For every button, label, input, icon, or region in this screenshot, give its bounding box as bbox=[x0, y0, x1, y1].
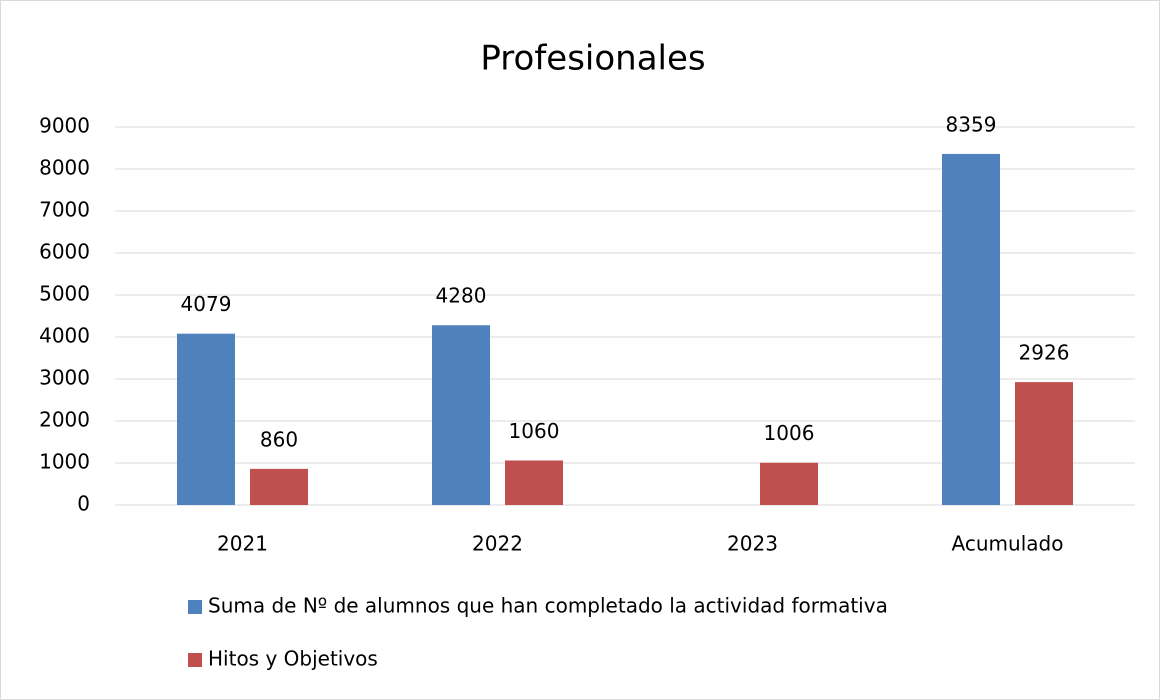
bar bbox=[177, 333, 235, 505]
x-tick-label: 2023 bbox=[727, 532, 778, 556]
bar bbox=[760, 462, 818, 505]
bar bbox=[432, 325, 490, 505]
x-tick-label: 2021 bbox=[217, 532, 268, 556]
y-tick-label: 7000 bbox=[39, 198, 90, 222]
y-tick-label: 8000 bbox=[39, 156, 90, 180]
data-label: 8359 bbox=[946, 112, 997, 136]
y-tick-label: 0 bbox=[77, 492, 90, 516]
y-tick-label: 2000 bbox=[39, 408, 90, 432]
data-label: 4280 bbox=[436, 284, 487, 308]
legend-swatch bbox=[188, 600, 202, 614]
bar bbox=[505, 460, 563, 505]
bar bbox=[942, 153, 1000, 505]
legend-label: Hitos y Objetivos bbox=[208, 647, 378, 671]
y-tick-label: 3000 bbox=[39, 366, 90, 390]
data-label: 1060 bbox=[509, 419, 560, 443]
x-tick-label: 2022 bbox=[472, 532, 523, 556]
data-label: 1006 bbox=[764, 421, 815, 445]
y-tick-label: 1000 bbox=[39, 450, 90, 474]
bar bbox=[250, 468, 308, 505]
data-label: 4079 bbox=[181, 292, 232, 316]
data-label: 2926 bbox=[1019, 341, 1070, 365]
y-tick-label: 4000 bbox=[39, 324, 90, 348]
chart-title: Profesionales bbox=[480, 39, 705, 79]
x-tick-label: Acumulado bbox=[952, 532, 1064, 556]
legend-label: Suma de Nº de alumnos que han completado… bbox=[208, 594, 888, 618]
y-tick-label: 5000 bbox=[39, 282, 90, 306]
data-label: 860 bbox=[260, 427, 298, 451]
legend-swatch bbox=[188, 653, 202, 667]
y-tick-label: 6000 bbox=[39, 240, 90, 264]
y-tick-label: 9000 bbox=[39, 114, 90, 138]
bar bbox=[1015, 382, 1073, 505]
